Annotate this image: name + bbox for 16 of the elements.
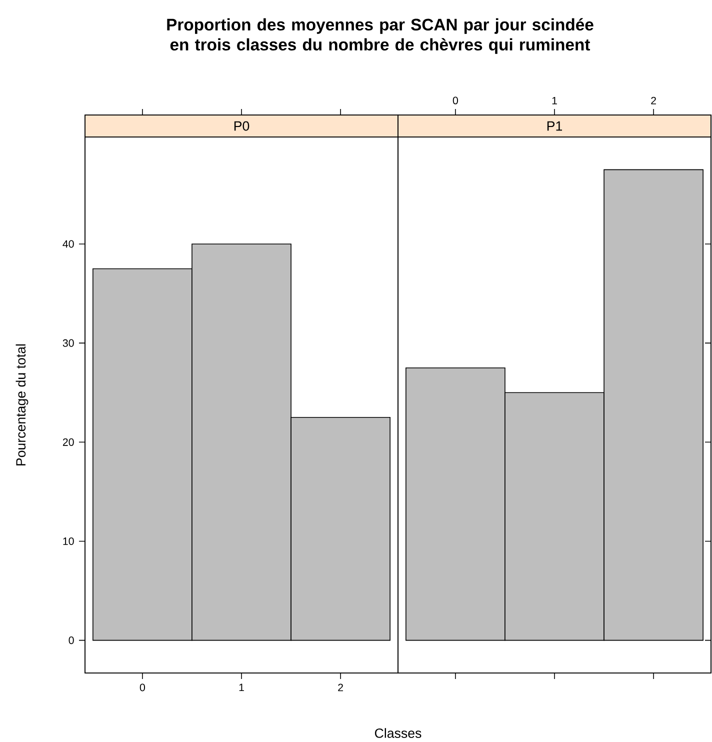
chart-title: Proportion des moyennes par SCAN par jour scindée en trois classes du nombre de chèvres qui ruminent xyxy=(167,18,594,54)
chart-subtitle: P0 xyxy=(234,121,250,131)
y-tick-label: 0 xyxy=(68,636,74,644)
y-tick-label: 20 xyxy=(62,438,74,446)
x-tick-label: 1 xyxy=(239,684,244,692)
x-tick-label: 1 xyxy=(552,96,557,104)
x-tick-label: 2 xyxy=(651,96,656,104)
y-tick-label: 30 xyxy=(62,339,74,347)
x-tick-label: 0 xyxy=(140,684,146,692)
y-tick-label: 10 xyxy=(63,537,74,545)
x-tick-label: 2 xyxy=(338,684,343,692)
y-tick-label: 40 xyxy=(62,240,74,248)
y-axis-title: Pourcentage du total xyxy=(16,344,28,466)
x-tick-label: 0 xyxy=(452,96,458,104)
x-axis-title: Classes xyxy=(374,728,422,738)
chart-subtitle: P1 xyxy=(547,121,562,131)
